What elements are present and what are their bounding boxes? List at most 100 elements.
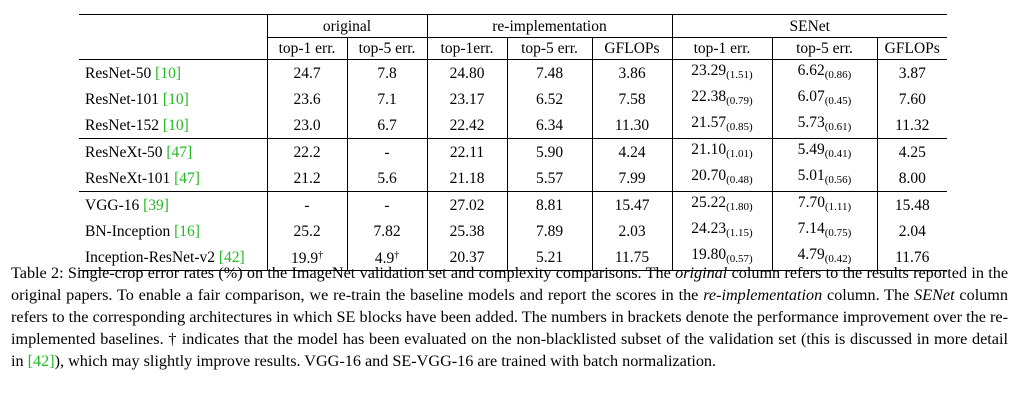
se-gflops-value: 8.00 bbox=[898, 169, 926, 187]
se-top1-value: 24.23 bbox=[691, 220, 727, 237]
re-top5-value: 5.21 bbox=[535, 248, 564, 266]
group-reimplementation: re-implementation bbox=[427, 14, 673, 38]
col-se-gflops: GFLOPs bbox=[877, 37, 947, 60]
orig-top1-cell: 25.2 bbox=[267, 218, 348, 244]
table-row: Inception-ResNet-v2 [42] 19.9† 4.9† 20.37 5.… bbox=[79, 244, 947, 271]
se-top5-value: 5.49 bbox=[797, 141, 825, 158]
se-top1-value: 22.38 bbox=[691, 88, 727, 105]
orig-top1-cell: 23.0 bbox=[267, 112, 348, 139]
model-citation-link[interactable]: [10] bbox=[162, 90, 189, 108]
caption-text-4: column refers to the corresponding archi… bbox=[11, 286, 1008, 370]
orig-top1-value: 22.2 bbox=[293, 143, 321, 161]
re-gflops-value: 11.75 bbox=[614, 248, 650, 266]
group-senet: SENet bbox=[672, 14, 947, 38]
orig-top5-cell: 5.6 bbox=[347, 165, 428, 192]
re-gflops-cell: 4.24 bbox=[592, 138, 673, 165]
se-gflops-value: 7.60 bbox=[898, 90, 926, 108]
results-table: original re-implementation SENet top-1 e… bbox=[79, 14, 947, 271]
table-row: ResNeXt-101 [47] 21.2 5.6 21.18 5.57 7.99 20.7… bbox=[79, 165, 947, 192]
se-gflops-value: 15.48 bbox=[894, 196, 930, 214]
re-gflops-cell: 11.30 bbox=[592, 112, 673, 139]
se-top5-improvement: (0.61) bbox=[824, 121, 852, 133]
model-citation-link[interactable]: [47] bbox=[174, 169, 200, 187]
table-row: ResNet-50 [10] 24.7 7.8 24.80 7.48 3.86 23.29(… bbox=[79, 59, 947, 86]
orig-top5-value: 7.82 bbox=[373, 222, 401, 240]
se-gflops-value: 11.76 bbox=[895, 248, 930, 266]
model-citation-link[interactable]: [47] bbox=[166, 143, 193, 161]
re-top5-cell: 6.52 bbox=[507, 86, 593, 112]
orig-top1-value: 23.6 bbox=[293, 90, 321, 108]
re-top1-value: 24.80 bbox=[449, 64, 485, 82]
se-gflops-cell: 4.25 bbox=[877, 138, 947, 165]
se-gflops-cell: 3.87 bbox=[877, 59, 947, 86]
re-top5-value: 6.52 bbox=[535, 90, 564, 108]
re-gflops-cell: 7.58 bbox=[592, 86, 673, 112]
orig-top1-cell: 21.2 bbox=[267, 165, 348, 192]
model-name: VGG-16 bbox=[85, 196, 144, 214]
caption-citation-link[interactable]: [42] bbox=[27, 352, 55, 370]
se-top5-improvement: (1.11) bbox=[824, 201, 852, 213]
model-citation-link[interactable]: [10] bbox=[155, 64, 181, 82]
model-name-cell: ResNet-101 [10] bbox=[79, 86, 268, 112]
se-top1-improvement: (1.80) bbox=[726, 201, 753, 213]
col-se-top1: top-1 err. bbox=[672, 37, 773, 60]
col-re-top1: top-1err. bbox=[427, 37, 508, 60]
re-gflops-value: 15.47 bbox=[614, 196, 650, 214]
col-re-top5: top-5 err. bbox=[507, 37, 593, 60]
re-top1-cell: 21.18 bbox=[427, 165, 508, 192]
se-top5-value: 6.62 bbox=[797, 62, 825, 79]
re-top5-value: 5.90 bbox=[535, 143, 564, 161]
orig-top5-value: - bbox=[384, 143, 390, 161]
model-name-cell: ResNeXt-101 [47] bbox=[79, 165, 268, 192]
model-citation-link[interactable]: [42] bbox=[218, 248, 245, 266]
orig-top5-value: 4.9 bbox=[374, 250, 395, 267]
se-top1-cell: 25.22(1.80) bbox=[672, 191, 773, 218]
orig-top5-cell: 4.9† bbox=[347, 244, 428, 271]
se-top1-value: 23.29 bbox=[691, 62, 727, 79]
orig-top5-cell: - bbox=[347, 138, 428, 165]
re-top1-value: 22.11 bbox=[449, 143, 485, 161]
re-top1-cell: 23.17 bbox=[427, 86, 508, 112]
model-name: ResNeXt-50 bbox=[85, 143, 167, 161]
model-citation-link[interactable]: [16] bbox=[174, 222, 200, 240]
se-top5-cell: 6.62(0.86) bbox=[772, 59, 878, 86]
re-top5-value: 6.34 bbox=[535, 116, 564, 134]
re-gflops-value: 11.30 bbox=[614, 116, 650, 134]
re-top5-value: 5.57 bbox=[535, 169, 564, 187]
re-top1-value: 27.02 bbox=[449, 196, 485, 214]
se-top1-improvement: (1.51) bbox=[726, 69, 753, 81]
model-citation-link[interactable]: [39] bbox=[143, 196, 169, 214]
re-top5-value: 7.48 bbox=[535, 64, 564, 82]
re-top5-cell: 8.81 bbox=[507, 191, 593, 218]
se-top5-cell: 7.14(0.75) bbox=[772, 218, 878, 244]
re-top5-cell: 5.57 bbox=[507, 165, 593, 192]
se-top5-value: 5.73 bbox=[797, 114, 825, 131]
re-top1-cell: 24.80 bbox=[427, 59, 508, 86]
model-citation-link[interactable]: [10] bbox=[162, 116, 189, 134]
model-name-cell: Inception-ResNet-v2 [42] bbox=[79, 244, 268, 271]
se-top1-cell: 19.80(0.57) bbox=[672, 244, 773, 271]
re-top1-cell: 20.37 bbox=[427, 244, 508, 271]
se-top1-improvement: (0.48) bbox=[726, 174, 753, 186]
col-orig-top5: top-5 err. bbox=[347, 37, 428, 60]
re-gflops-cell: 2.03 bbox=[592, 218, 673, 244]
table-row: VGG-16 [39] - -27.02 8.81 15.47 25.22(1.80) 7.… bbox=[79, 191, 947, 218]
se-top5-value: 6.07 bbox=[797, 88, 825, 105]
model-name-cell: BN-Inception [16] bbox=[79, 218, 268, 244]
se-top1-improvement: (1.15) bbox=[726, 227, 753, 239]
se-top5-value: 7.70 bbox=[797, 194, 825, 211]
re-top5-cell: 7.48 bbox=[507, 59, 593, 86]
se-top1-value: 25.22 bbox=[691, 194, 727, 211]
orig-top1-value: 19.9 bbox=[290, 250, 319, 267]
model-name: ResNet-101 bbox=[85, 90, 163, 108]
se-top5-cell: 5.01(0.56) bbox=[772, 165, 878, 192]
orig-top1-value: 23.0 bbox=[293, 116, 321, 134]
table-caption: Table 2: Single-crop error rates (%) on … bbox=[11, 262, 1008, 372]
caption-text-5: ), which may slightly improve results. V… bbox=[54, 352, 717, 370]
caption-text-2: column refers to the results reported in… bbox=[11, 264, 1009, 304]
se-top5-improvement: (0.56) bbox=[824, 174, 852, 186]
caption-text-3: column. The bbox=[822, 286, 915, 304]
orig-top1-value: - bbox=[304, 196, 310, 214]
se-gflops-value: 4.25 bbox=[898, 143, 926, 161]
orig-top5-value: 6.7 bbox=[377, 116, 397, 134]
